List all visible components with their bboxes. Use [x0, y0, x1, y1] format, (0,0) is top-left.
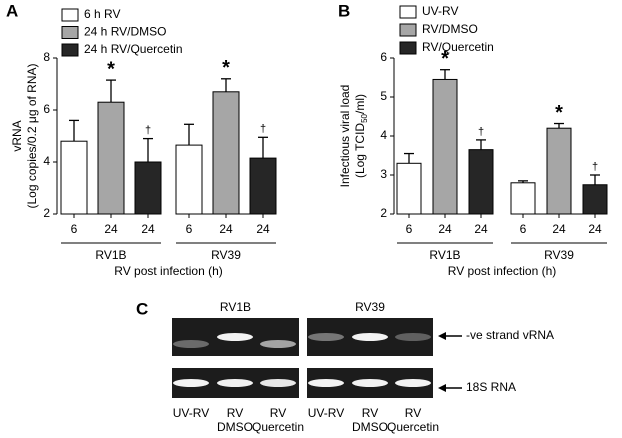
significance-marker: * — [555, 102, 563, 124]
bar — [60, 140, 88, 215]
significance-marker: † — [145, 125, 151, 137]
legend-label: 24 h RV/Quercetin — [84, 42, 183, 56]
gel-title: RV1B — [220, 300, 251, 314]
legend-label: 6 h RV — [84, 7, 120, 21]
lane-label: RV — [227, 406, 243, 420]
x-tick-label: 24 — [588, 222, 602, 236]
legend-swatch — [61, 43, 79, 57]
group-label: RV1B — [429, 248, 460, 262]
legend-label: UV-RV — [422, 4, 458, 18]
lane-label: RV — [362, 406, 378, 420]
legend-label: RV/DMSO — [422, 22, 478, 36]
group-label: RV39 — [544, 248, 574, 262]
label-part: (Log TCID — [353, 123, 367, 178]
lane-label: RV — [270, 406, 286, 420]
gel-band — [173, 379, 209, 387]
x-tick-label: 6 — [71, 222, 78, 236]
panel-label: C — [136, 299, 148, 318]
group-label: RV39 — [211, 248, 241, 262]
x-tick-label: 24 — [104, 222, 118, 236]
legend-label: RV/Quercetin — [422, 40, 494, 54]
lane-label: Quercetin — [387, 420, 439, 434]
gel-band — [308, 379, 344, 387]
gel-band — [217, 333, 253, 341]
y-axis-label: vRNA — [10, 120, 24, 151]
gel-band — [395, 379, 431, 387]
y-tick-label: 6 — [43, 102, 50, 116]
legend-label: 24 h RV/DMSO — [84, 25, 166, 39]
gel-band — [352, 379, 388, 387]
y-axis-label: Infectious viral load — [338, 85, 352, 188]
x-tick-label: 6 — [186, 222, 193, 236]
x-axis-label: RV post infection (h) — [448, 264, 557, 278]
lane-label: UV-RV — [173, 406, 209, 420]
gel-band — [173, 340, 209, 348]
x-tick-label: 6 — [406, 222, 413, 236]
x-tick-label: 24 — [256, 222, 270, 236]
x-tick-label: 24 — [552, 222, 566, 236]
bar — [468, 149, 494, 215]
panel-label: A — [6, 1, 18, 20]
legend-swatch — [399, 5, 417, 19]
legend-swatch — [399, 41, 417, 55]
arrow-head — [438, 332, 446, 340]
arrow-head — [438, 384, 446, 392]
bar — [134, 161, 162, 215]
bar — [97, 101, 125, 215]
y-tick-label: 4 — [43, 154, 50, 168]
bar — [249, 157, 277, 215]
lane-label: Quercetin — [252, 420, 304, 434]
panel-label: B — [338, 1, 350, 20]
gel-band — [352, 333, 388, 341]
lane-label: DMSO — [217, 420, 253, 434]
gel-title: RV39 — [355, 300, 385, 314]
significance-marker: † — [592, 161, 598, 173]
lane-label: DMSO — [352, 420, 388, 434]
group-label: RV1B — [95, 248, 126, 262]
bar — [396, 162, 422, 215]
gel-band — [260, 379, 296, 387]
lane-label: RV — [405, 406, 421, 420]
significance-marker: * — [222, 57, 230, 79]
x-tick-label: 24 — [141, 222, 155, 236]
gel-band — [308, 333, 344, 341]
gel-band — [260, 340, 296, 348]
bar — [546, 127, 572, 215]
y-tick-label: 8 — [43, 50, 50, 64]
lane-label: UV-RV — [308, 406, 344, 420]
bar — [510, 182, 536, 215]
y-tick-label: 4 — [380, 128, 387, 142]
y-tick-label: 2 — [380, 206, 387, 220]
label-sub: 50 — [360, 113, 369, 122]
legend-swatch — [399, 23, 417, 37]
significance-marker: † — [260, 123, 266, 135]
y-axis-label: (Log TCID50/ml) — [353, 94, 369, 178]
y-tick-label: 3 — [380, 167, 387, 181]
y-tick-label: 2 — [43, 206, 50, 220]
band-label: -ve strand vRNA — [466, 328, 554, 342]
significance-marker: * — [441, 48, 449, 70]
x-axis-label: RV post infection (h) — [114, 264, 223, 278]
gel-band — [395, 333, 431, 341]
significance-marker: * — [107, 58, 115, 80]
bar — [582, 184, 608, 215]
gel-band — [217, 379, 253, 387]
y-tick-label: 5 — [380, 89, 387, 103]
bar — [175, 144, 203, 215]
bar — [432, 78, 458, 215]
x-tick-label: 24 — [219, 222, 233, 236]
x-tick-label: 24 — [438, 222, 452, 236]
x-tick-label: 6 — [520, 222, 527, 236]
y-tick-label: 6 — [380, 50, 387, 64]
bar — [212, 91, 240, 215]
significance-marker: † — [478, 126, 484, 138]
x-tick-label: 24 — [474, 222, 488, 236]
legend-swatch — [61, 26, 79, 39]
y-axis-label: (Log copies/0.2 μg of RNA) — [25, 64, 39, 209]
band-label: 18S RNA — [466, 380, 516, 394]
legend-swatch — [61, 8, 79, 22]
label-part: /ml) — [353, 94, 367, 114]
